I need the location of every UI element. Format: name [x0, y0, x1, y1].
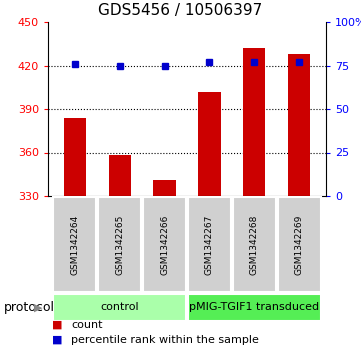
Bar: [109, 155, 131, 196]
Text: protocol: protocol: [4, 301, 55, 314]
FancyBboxPatch shape: [233, 197, 276, 292]
Text: percentile rank within the sample: percentile rank within the sample: [71, 335, 259, 345]
Bar: [243, 48, 265, 196]
FancyBboxPatch shape: [188, 294, 321, 321]
Text: GSM1342268: GSM1342268: [250, 214, 259, 275]
Text: GSM1342265: GSM1342265: [115, 214, 124, 275]
FancyBboxPatch shape: [98, 197, 141, 292]
Text: ■: ■: [52, 335, 62, 345]
Text: ▶: ▶: [34, 302, 42, 313]
Text: ■: ■: [52, 320, 62, 330]
Bar: [153, 180, 176, 196]
Text: GSM1342264: GSM1342264: [70, 215, 79, 275]
FancyBboxPatch shape: [143, 197, 186, 292]
Bar: [288, 54, 310, 196]
Text: GSM1342266: GSM1342266: [160, 214, 169, 275]
Bar: [64, 118, 86, 196]
Text: control: control: [100, 302, 139, 313]
FancyBboxPatch shape: [53, 294, 186, 321]
FancyBboxPatch shape: [53, 197, 96, 292]
Text: pMIG-TGIF1 transduced: pMIG-TGIF1 transduced: [189, 302, 319, 313]
Bar: [198, 91, 221, 196]
Text: count: count: [71, 320, 103, 330]
Text: GSM1342267: GSM1342267: [205, 214, 214, 275]
Text: GDS5456 / 10506397: GDS5456 / 10506397: [99, 3, 262, 18]
FancyBboxPatch shape: [188, 197, 231, 292]
Text: GSM1342269: GSM1342269: [295, 214, 304, 275]
FancyBboxPatch shape: [278, 197, 321, 292]
